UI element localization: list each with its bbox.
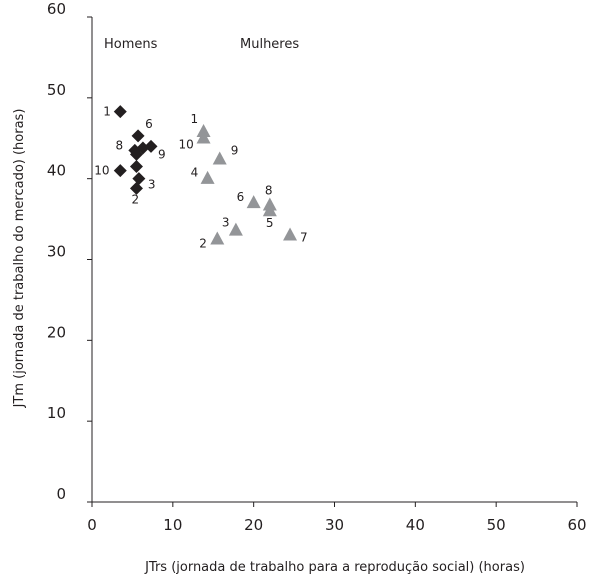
x-tick-label: 0 [87,516,97,534]
point-label-homens-2: 2 [131,192,139,206]
x-axis-title: JTrs (jornada de trabalho para a reprodu… [144,560,525,575]
point-homens-2 [129,181,143,195]
point-mulheres-8 [262,197,277,211]
point-homens-6 [131,129,145,143]
y-tick-label: 0 [56,485,66,503]
point-homens-8 [129,147,143,161]
point-label-homens-9: 9 [158,147,166,161]
group-label-homens: Homens [104,37,158,52]
point-homens-1 [113,105,127,119]
point-mulheres-6 [246,195,261,209]
point-label-mulheres-7: 7 [300,230,308,244]
point-label-mulheres-3: 3 [222,215,230,229]
point-mulheres-4 [200,170,215,184]
point-label-mulheres-8: 8 [265,183,273,197]
y-tick-label: 10 [47,404,66,422]
x-tick-label: 50 [487,516,506,534]
point-label-homens-10: 10 [94,164,109,178]
data-points [113,105,298,245]
group-label-mulheres: Mulheres [240,37,299,52]
point-mulheres-7 [283,227,298,241]
point-mulheres-10 [196,130,211,144]
x-tick-label: 10 [163,516,182,534]
point-label-homens-6: 6 [145,117,153,131]
y-axis-title: JTm (jornada de trabalho do mercado) (ho… [12,109,27,409]
x-tick-label: 60 [567,516,586,534]
ticks: 0 10 20 30 40 50 60 0 10 20 30 40 50 60 [47,0,587,534]
point-mulheres-3 [228,222,243,236]
point-homens-3 [132,172,146,186]
y-tick-label: 20 [47,323,66,341]
point-label-mulheres-5: 5 [266,216,274,230]
point-label-homens-1: 1 [103,105,111,119]
point-label-mulheres-2: 2 [199,236,207,250]
point-mulheres-2 [210,231,225,245]
y-tick-label: 60 [47,0,66,18]
x-tick-label: 20 [244,516,263,534]
y-tick-label: 30 [47,243,66,261]
point-label-homens-3: 3 [148,178,156,192]
point-label-mulheres-1: 1 [191,112,199,126]
point-homens-9 [144,139,158,153]
point-label-mulheres-10: 10 [179,137,194,151]
point-label-homens-8: 8 [115,138,123,152]
y-tick-label: 50 [47,81,66,99]
x-tick-label: 30 [325,516,344,534]
axes [91,17,577,503]
point-homens-10 [113,164,127,178]
point-label-mulheres-4: 4 [191,166,199,180]
x-tick-label: 40 [406,516,425,534]
y-tick-label: 40 [47,162,66,180]
point-label-mulheres-9: 9 [231,143,239,157]
point-mulheres-9 [212,151,227,165]
point-label-mulheres-6: 6 [237,190,245,204]
point-homens-4 [129,160,143,174]
